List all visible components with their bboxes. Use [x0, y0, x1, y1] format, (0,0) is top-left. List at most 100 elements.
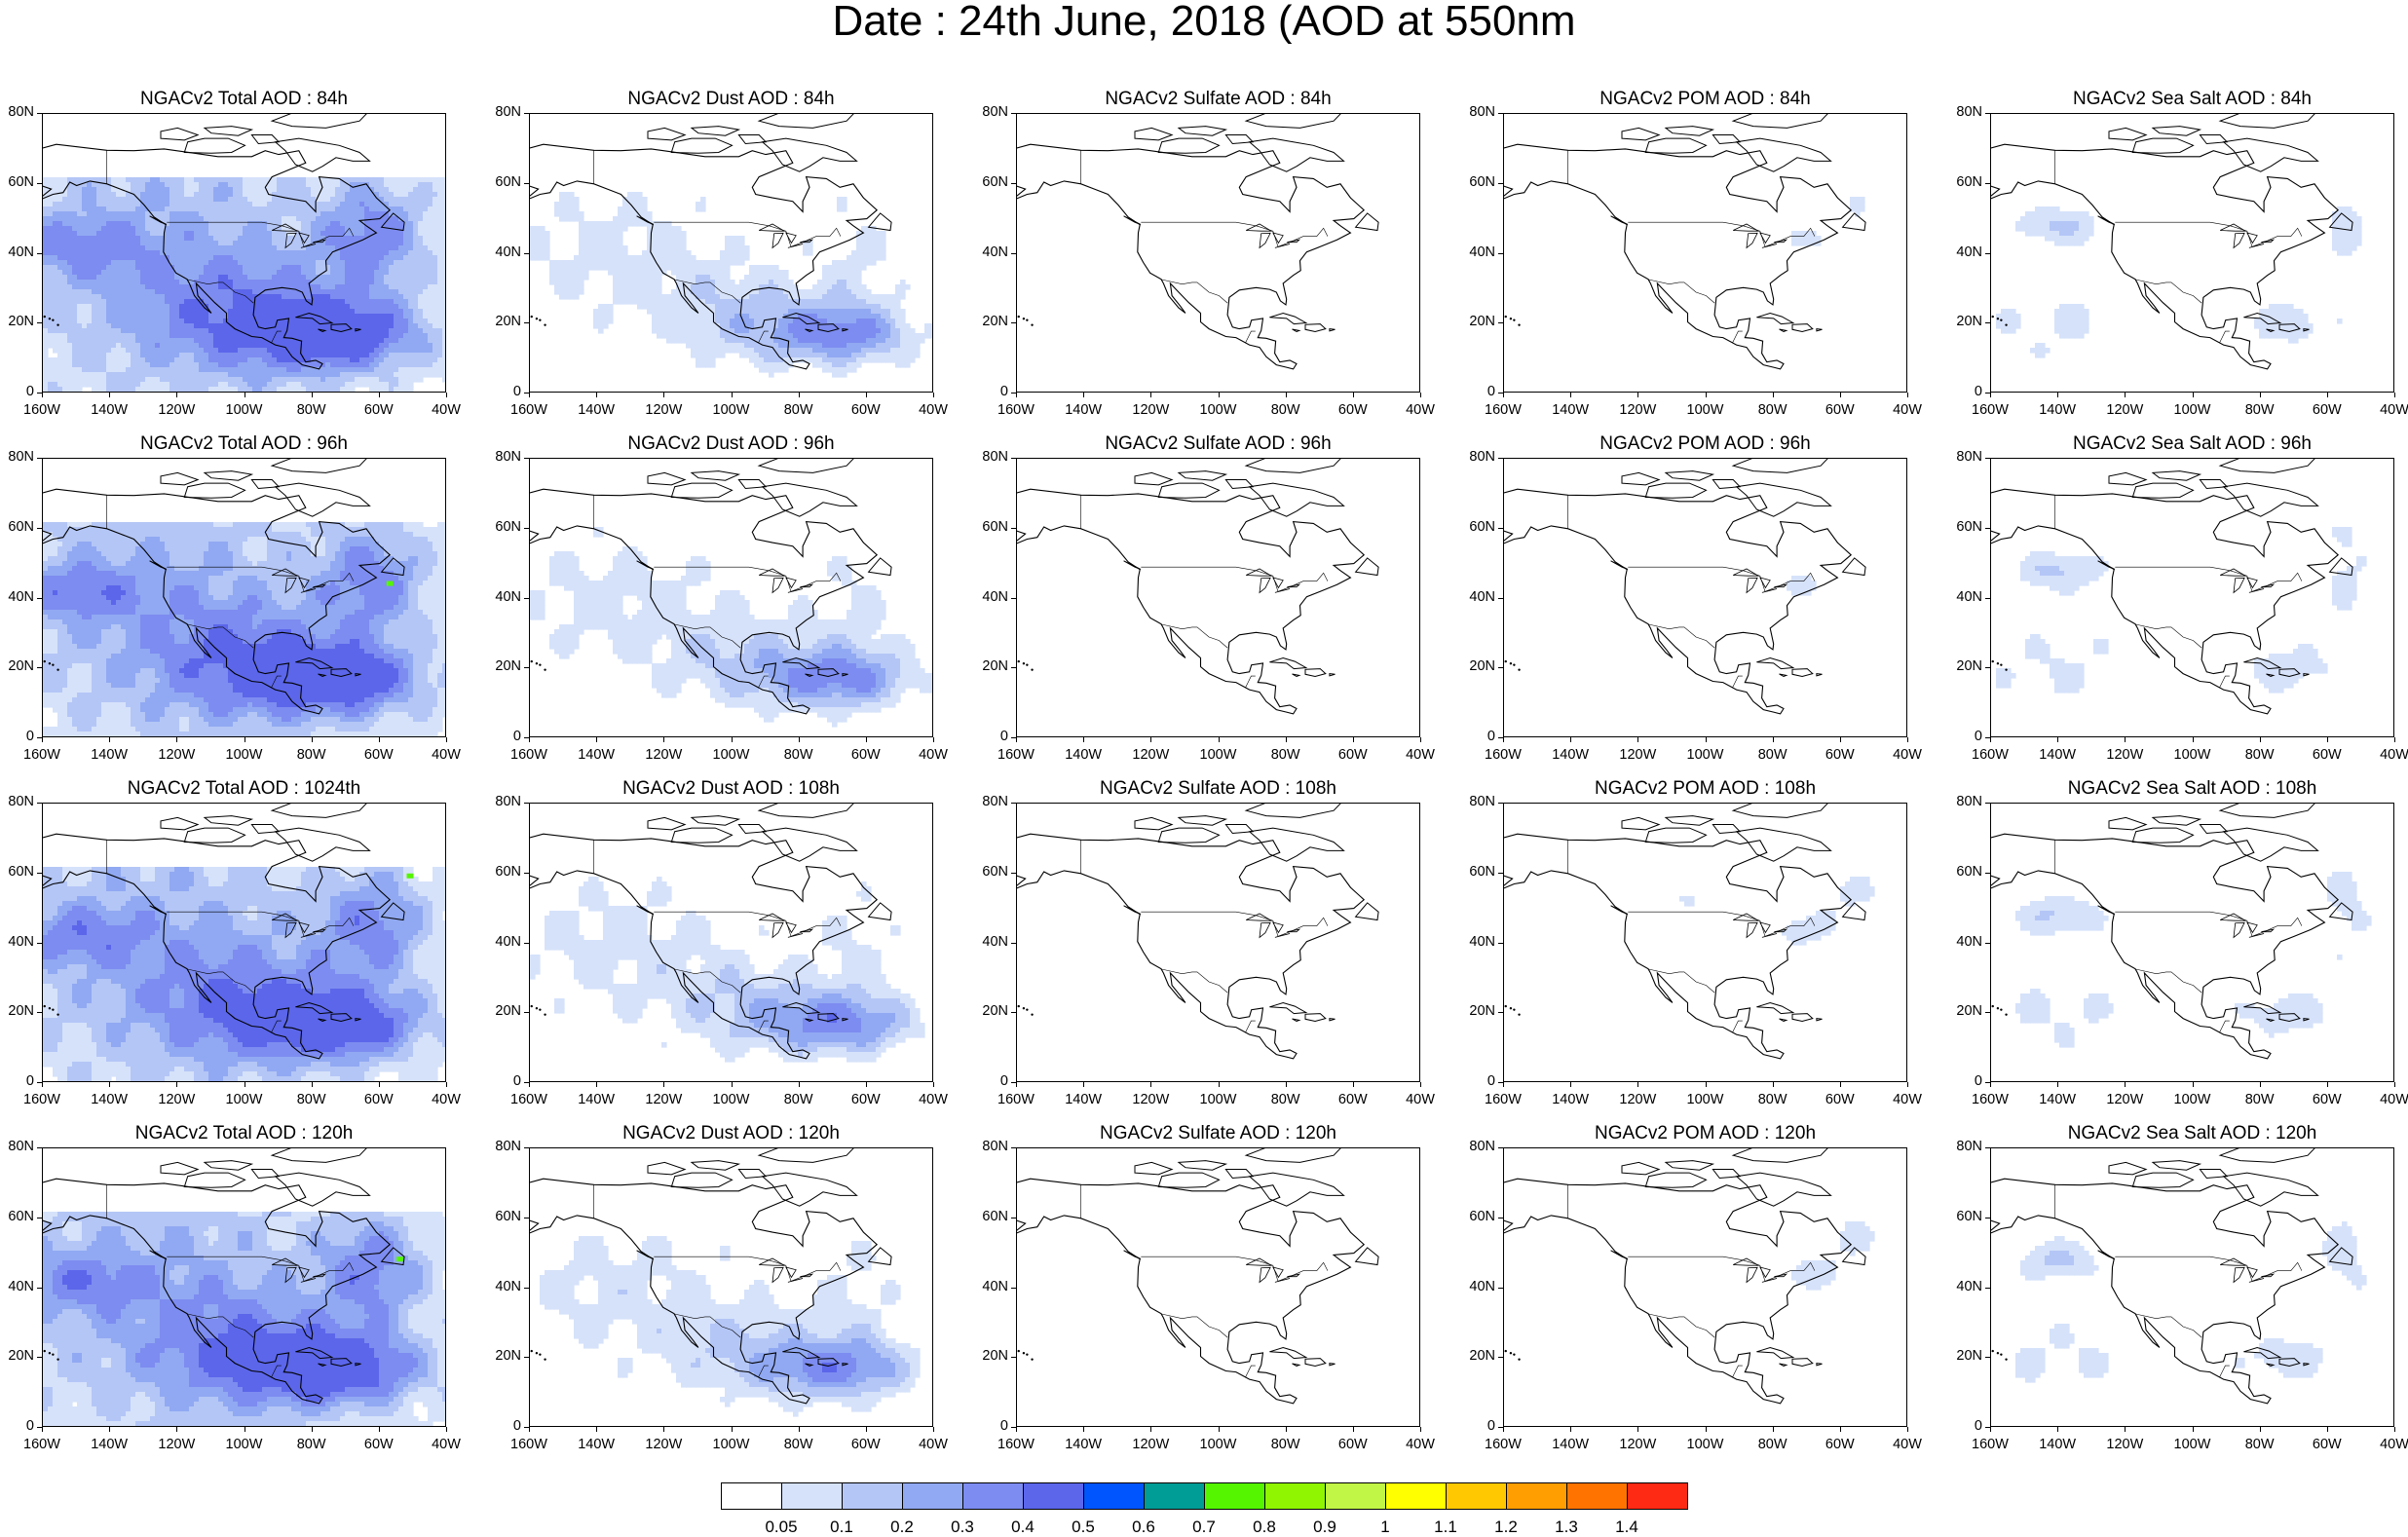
lon-tick-mark	[1420, 1082, 1421, 1087]
island-outline	[648, 472, 685, 485]
lon-tick-mark	[2125, 393, 2126, 397]
lon-tick-mark	[933, 1082, 934, 1087]
hawaii-island	[1510, 1352, 1512, 1354]
aod-map	[1017, 804, 1420, 1082]
colorbar-label: 0.5	[1072, 1518, 1095, 1537]
island-outline	[184, 138, 245, 153]
aod-field	[530, 192, 933, 378]
island-outline	[1792, 1014, 1813, 1022]
island-outline	[2220, 804, 2317, 817]
lon-tick-mark	[596, 737, 597, 742]
island-outline	[2132, 138, 2193, 153]
lat-tick-label: 80N	[1956, 1139, 1982, 1154]
lon-tick-label: 60W	[1825, 1092, 1855, 1107]
coastline	[1504, 144, 1851, 369]
lat-tick-mark	[1498, 1147, 1503, 1148]
hawaii-island	[1031, 323, 1033, 325]
lat-tick-label: 40N	[1956, 1279, 1982, 1294]
lat-tick-mark	[524, 322, 529, 323]
lat-tick-label: 0	[1000, 729, 1008, 744]
lat-tick-mark	[1985, 528, 1990, 529]
lon-tick-mark	[2394, 1082, 2395, 1087]
lat-tick-label: 0	[1000, 1418, 1008, 1434]
island-outline	[738, 1170, 766, 1179]
lon-tick-mark	[1570, 737, 1571, 742]
lon-tick-label: 60W	[1825, 1437, 1855, 1452]
hawaii-island	[544, 323, 546, 325]
island-outline	[1666, 1161, 1712, 1171]
lon-tick-mark	[1840, 393, 1841, 397]
hawaii-island	[56, 668, 58, 670]
lon-tick-mark	[1420, 1427, 1421, 1432]
island-outline	[648, 817, 685, 830]
lat-tick-label: 40N	[1956, 589, 1982, 605]
island-outline	[2224, 138, 2318, 171]
lon-tick-mark	[866, 393, 867, 397]
island-outline	[1246, 114, 1343, 128]
lon-tick-label: 160W	[510, 1092, 547, 1107]
lon-tick-label: 100W	[713, 1437, 750, 1452]
aod-map	[530, 114, 933, 393]
island-outline	[869, 213, 892, 231]
lon-tick-label: 160W	[1972, 1092, 2009, 1107]
colorbar-label: 0.6	[1132, 1518, 1155, 1537]
island-outline	[2304, 674, 2310, 676]
hawaii-island	[539, 1353, 541, 1355]
lon-tick-label: 40W	[919, 402, 948, 418]
lake-outline	[759, 1258, 784, 1265]
panel-title: NGACv2 POM AOD : 96h	[1503, 433, 1907, 455]
colorbar-swatch	[1385, 1482, 1447, 1510]
panel-title: NGACv2 Total AOD : 1024th	[42, 778, 446, 800]
political-border	[2220, 1366, 2230, 1377]
aod-map	[1504, 1148, 1907, 1427]
lat-tick-label: 20N	[495, 1003, 521, 1019]
map-frame	[1016, 113, 1420, 393]
lake-outline	[2220, 914, 2245, 920]
lon-tick-label: 40W	[2380, 1092, 2408, 1107]
lon-tick-mark	[42, 1082, 43, 1087]
panel-title: NGACv2 Total AOD : 96h	[42, 433, 446, 455]
hawaii-island	[2000, 663, 2002, 665]
hawaii-island	[539, 663, 541, 665]
island-outline	[1666, 816, 1712, 826]
island-outline	[1179, 1161, 1225, 1171]
lon-tick-label: 140W	[91, 1092, 128, 1107]
hawaii-island	[1518, 1013, 1520, 1015]
island-outline	[1225, 135, 1253, 144]
lat-tick-label: 80N	[495, 104, 521, 120]
lon-tick-label: 40W	[2380, 747, 2408, 763]
colorbar-swatch	[1144, 1482, 1205, 1510]
island-outline	[2153, 471, 2200, 481]
aod-map	[1504, 804, 1907, 1082]
political-border	[2115, 567, 2302, 591]
lat-tick-mark	[1985, 1012, 1990, 1013]
island-outline	[205, 127, 251, 136]
hawaii-island	[1510, 318, 1512, 319]
island-outline	[869, 903, 892, 920]
lon-tick-mark	[866, 1427, 867, 1432]
lon-tick-mark	[1219, 1427, 1220, 1432]
lat-tick-mark	[1985, 1357, 1990, 1358]
hawaii-island	[2005, 1013, 2007, 1015]
panel-title: NGACv2 Dust AOD : 120h	[529, 1123, 933, 1144]
lon-tick-mark	[1503, 1082, 1504, 1087]
lon-tick-label: 140W	[2039, 402, 2076, 418]
lon-tick-mark	[1637, 737, 1638, 742]
lon-tick-mark	[1420, 393, 1421, 397]
colorbar-label: 1.4	[1615, 1518, 1638, 1537]
hawaii-island	[1031, 1358, 1033, 1360]
lat-tick-label: 20N	[1469, 314, 1495, 329]
lat-tick-label: 20N	[982, 1348, 1008, 1364]
colorbar-swatch	[1506, 1482, 1567, 1510]
lon-tick-mark	[1016, 1427, 1017, 1432]
lon-tick-mark	[379, 1427, 380, 1432]
lon-tick-label: 80W	[784, 747, 813, 763]
lat-tick-label: 80N	[1956, 794, 1982, 809]
lon-tick-label: 160W	[23, 1437, 60, 1452]
island-outline	[1733, 1148, 1830, 1162]
hawaii-island	[1518, 1358, 1520, 1360]
lon-tick-mark	[1219, 1082, 1220, 1087]
lake-outline	[2220, 569, 2245, 576]
island-outline	[1124, 561, 1141, 570]
lat-tick-mark	[1011, 667, 1016, 668]
